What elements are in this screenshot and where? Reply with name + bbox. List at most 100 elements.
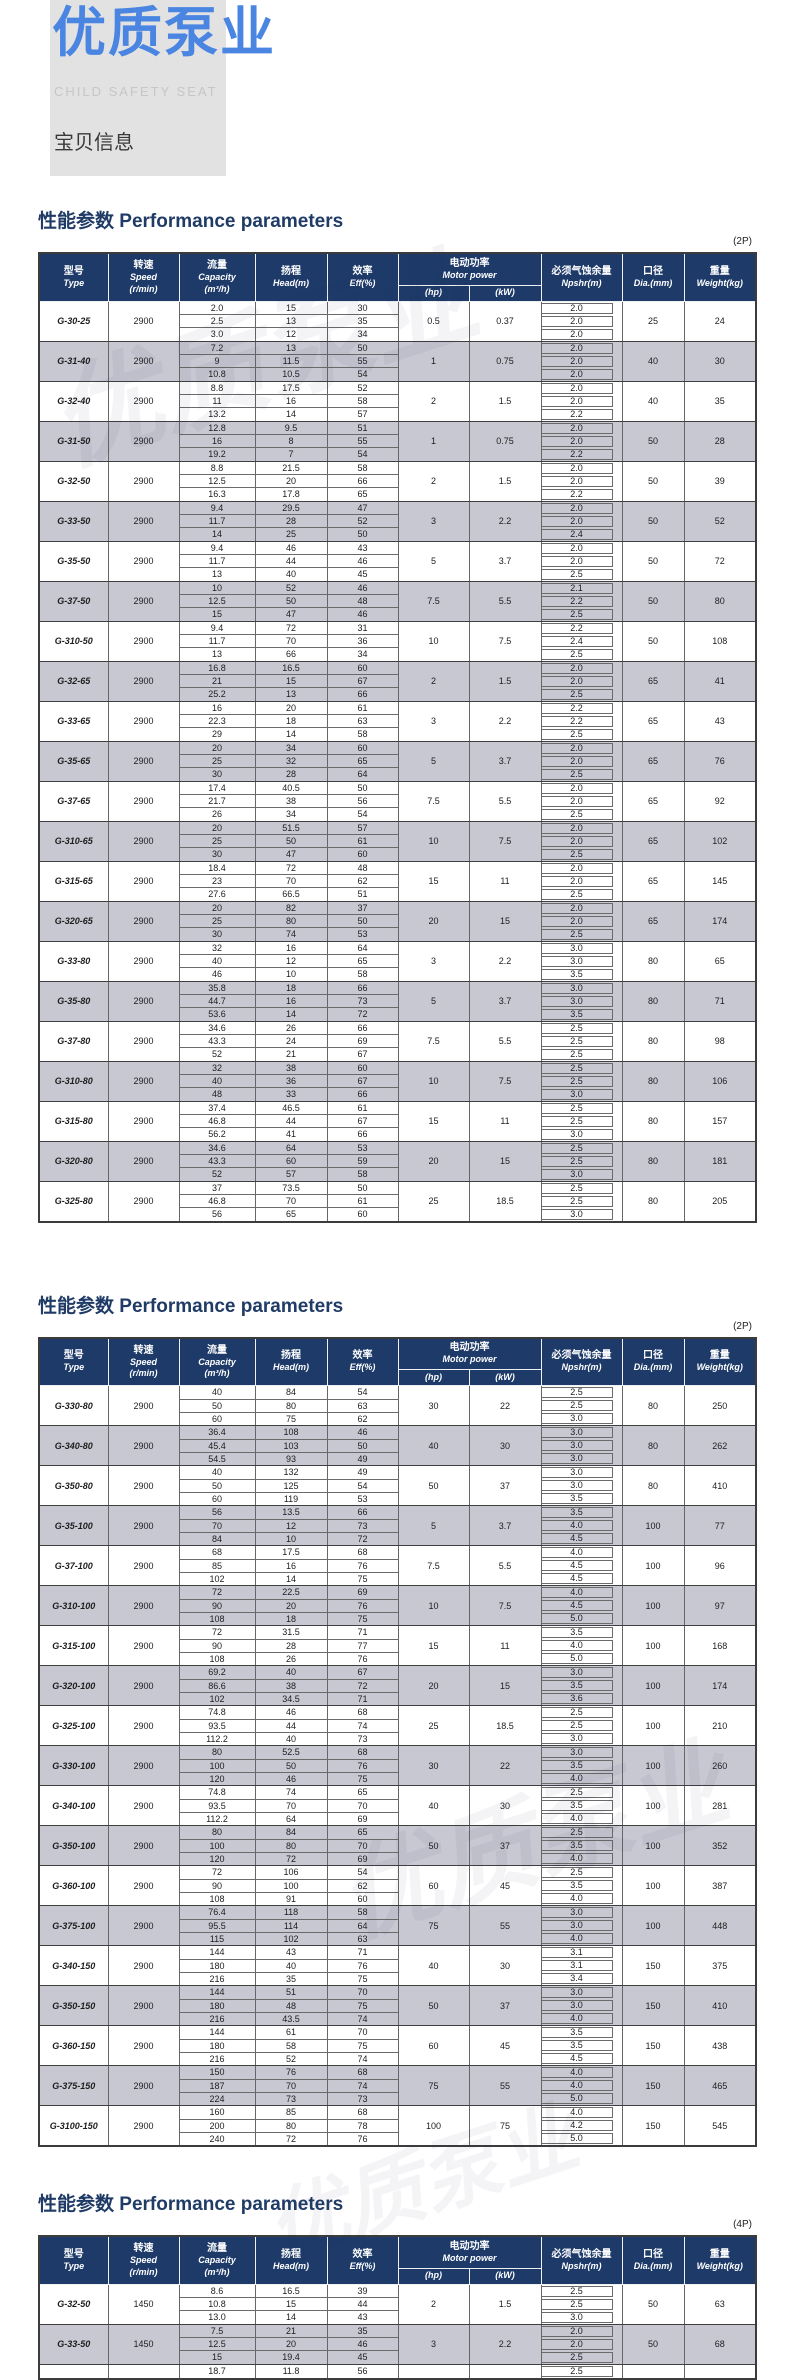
cell-npshr: 2.5 (540, 1034, 623, 1048)
cell-npshr: 3.4 (540, 1972, 623, 1986)
cell-kw: 55 (468, 1905, 542, 1946)
cell-eff: 76 (326, 1958, 399, 1973)
cell-npshr: 2.5 (540, 1047, 623, 1062)
cell-eff: 50 (326, 914, 399, 928)
cell-weight: 108 (683, 621, 757, 662)
cell-speed: 2900 (107, 1985, 180, 2026)
cell-dia (621, 2364, 685, 2379)
cell-type: G-350-150 (38, 1985, 109, 2026)
cell-npshr: 2.0 (540, 554, 623, 568)
cell-head: 84 (254, 1385, 328, 1400)
cell-capacity: 46.8 (178, 1114, 256, 1128)
cell-dia: 50 (621, 421, 685, 462)
cell-dia: 65 (621, 861, 685, 902)
cell-head: 18 (254, 1611, 328, 1626)
cell-dia: 80 (621, 941, 685, 982)
cell-eff: 67 (326, 1665, 399, 1680)
cell-head: 50 (254, 834, 328, 848)
cell-eff: 54 (326, 1385, 399, 1400)
cell-kw: 37 (468, 1825, 542, 1866)
cell-npshr: 2.5 (540, 1141, 623, 1155)
npshr-value-box: 2.5 (541, 2298, 613, 2310)
pole-label: (2P) (733, 236, 752, 247)
cell-eff: 46 (326, 607, 399, 622)
cell-capacity: 36.4 (178, 1425, 256, 1440)
cell-capacity: 15 (178, 2350, 256, 2365)
cell-head: 132 (254, 1465, 328, 1480)
cell-head: 51 (254, 1985, 328, 2000)
cell-speed: 2900 (107, 1865, 180, 1906)
cell-eff: 70 (326, 1838, 399, 1853)
cell-eff: 63 (326, 1398, 399, 1413)
cell-head: 50 (254, 1758, 328, 1773)
table-row: G-37-80 2900 34.6 26 66 7.5 5.5 2.5 80 98 (38, 1020, 757, 1062)
cell-type: G-340-80 (38, 1425, 109, 1466)
cell-eff: 66 (326, 1505, 399, 1520)
cell-eff: 46 (326, 1425, 399, 1440)
cell-speed: 2900 (107, 1665, 180, 1706)
cell-speed: 2900 (107, 541, 180, 582)
npshr-value-box: 3.0 (541, 1987, 613, 1998)
cell-eff: 65 (326, 1785, 399, 1800)
cell-speed: 2900 (107, 741, 180, 782)
npshr-value-box: 5.0 (541, 2133, 613, 2144)
cell-eff: 60 (326, 847, 399, 862)
npshr-value-box: 2.0 (541, 782, 613, 794)
cell-speed: 2900 (107, 821, 180, 862)
cell-type: G-340-150 (38, 1945, 109, 1986)
cell-hp: 7.5 (397, 1021, 470, 1062)
cell-npshr: 4.0 (540, 1932, 623, 1946)
cell-head: 46 (254, 1771, 328, 1786)
cell-npshr: 2.5 (540, 847, 623, 862)
cell-capacity: 11.7 (178, 514, 256, 528)
cell-eff: 58 (326, 1905, 399, 1920)
cell-npshr: 2.5 (540, 1101, 623, 1115)
table-row: 52 21 67 2.5 (39, 1047, 756, 1062)
table-row: 187 70 74 4.0 (39, 2078, 756, 2093)
cell-eff: 75 (326, 1571, 399, 1586)
cell-capacity: 25 (178, 914, 256, 928)
npshr-value-box: 2.5 (541, 608, 613, 620)
col-header-head: 扬程 Head(m) (254, 2235, 328, 2285)
cell-capacity: 16 (178, 434, 256, 448)
table-row: 22.3 18 63 2.2 (39, 714, 756, 728)
cell-dia: 150 (621, 2065, 685, 2106)
cell-head: 12 (254, 954, 328, 968)
cell-head: 103 (254, 1438, 328, 1453)
cell-kw: 11 (468, 1101, 542, 1142)
col-header-eff: 效率 Eff(%) (326, 2235, 399, 2285)
cell-eff: 78 (326, 2118, 399, 2133)
cell-capacity: 34.6 (178, 1140, 256, 1155)
cell-hp: 50 (397, 1985, 470, 2026)
cell-head: 80 (254, 2118, 328, 2133)
cell-capacity: 9.4 (178, 620, 256, 635)
cell-eff: 65 (326, 487, 399, 502)
table-row: 224 73 73 5.0 (39, 2091, 756, 2106)
table-row: G-320-100 2900 69.2 40 67 20 15 3.0 100 174 (38, 1665, 757, 1706)
cell-dia: 65 (621, 901, 685, 942)
cell-hp: 15 (397, 861, 470, 902)
cell-head: 24 (254, 1034, 328, 1048)
cell-speed: 2900 (107, 1181, 180, 1222)
cell-speed: 2900 (107, 781, 180, 822)
cell-npshr: 2.5 (540, 567, 623, 582)
cell-eff: 76 (326, 1758, 399, 1773)
section-title: 性能参数 Performance parameters (38, 2194, 344, 2215)
cell-hp: 40 (397, 1425, 470, 1466)
table-row: G-3100-150 2900 160 85 68 100 75 4.0 150 545 (38, 2105, 757, 2147)
cell-hp: 7.5 (397, 781, 470, 822)
cell-hp: 15 (397, 1101, 470, 1142)
cell-weight: 181 (683, 1141, 757, 1182)
cell-dia: 65 (621, 781, 685, 822)
cell-npshr: 3.5 (540, 1625, 623, 1639)
npshr-value-box: 5.0 (541, 1653, 613, 1664)
npshr-value-box: 4.2 (541, 2120, 613, 2131)
cell-capacity: 187 (178, 2078, 256, 2093)
cell-capacity: 26 (178, 807, 256, 822)
cell-npshr: 2.5 (540, 807, 623, 822)
cell-hp: 20 (397, 1141, 470, 1182)
cell-capacity: 72 (178, 1865, 256, 1880)
cell-type (38, 2364, 109, 2379)
cell-eff: 50 (326, 527, 399, 542)
table-row: 86.6 38 72 3.5 (39, 1678, 756, 1693)
